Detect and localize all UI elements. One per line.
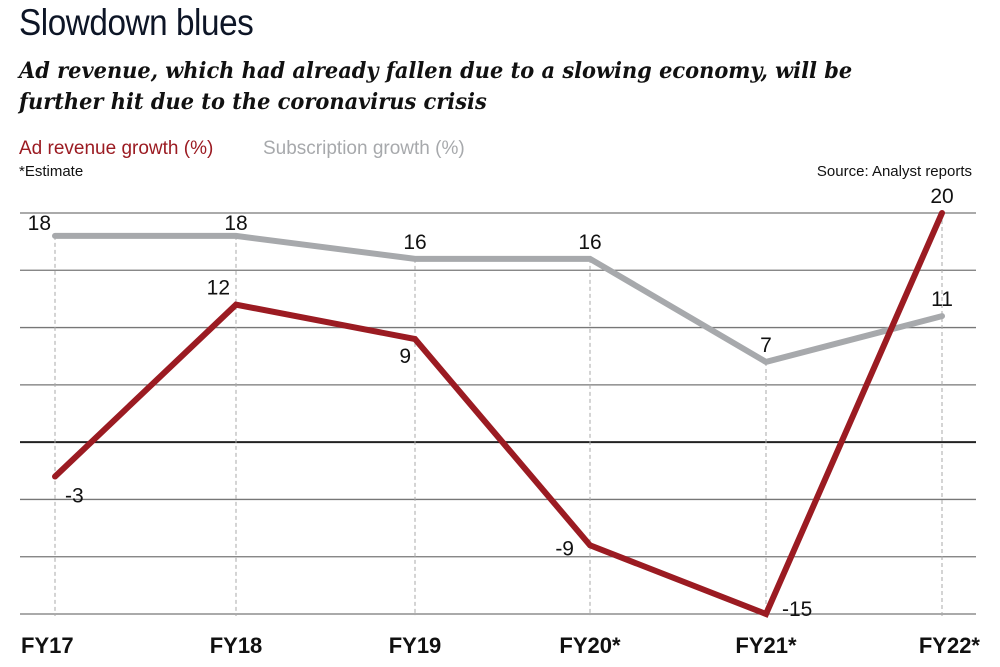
x-tick-label: FY22*: [919, 633, 981, 658]
chart-title: Slowdown blues: [19, 2, 254, 43]
ad-revenue-label: 12: [207, 277, 230, 300]
category-guides: [54, 213, 943, 616]
subscription-label: 16: [578, 231, 601, 254]
x-tick-label: FY17: [21, 633, 74, 658]
ad-revenue-label: -15: [782, 598, 812, 621]
subscription-label: 16: [403, 231, 426, 254]
x-tick-label: FY19: [389, 633, 442, 658]
subscription-label: 7: [760, 334, 772, 357]
subscription-label: 11: [931, 288, 953, 311]
ad-revenue-label: 9: [399, 345, 411, 368]
series-line-ad-revenue: [52, 210, 945, 618]
legend-ad-revenue: Ad revenue growth (%): [19, 138, 214, 159]
ad-revenue-label: -3: [65, 485, 84, 508]
gridlines: [20, 212, 976, 615]
x-tick-label: FY18: [210, 633, 263, 658]
x-axis-ticks: FY17 FY18 FY19 FY20* FY21* FY22*: [21, 633, 980, 658]
x-tick-label: FY21*: [735, 633, 797, 658]
data-labels: -3 12 9 -9 -15 20 18 18 16 16 7 11: [28, 185, 954, 621]
series-line-subscription: [52, 232, 945, 366]
x-tick-label: FY20*: [559, 633, 621, 658]
series-lines: [52, 210, 945, 618]
subscription-label: 18: [28, 212, 51, 235]
source-note: Source: Analyst reports: [816, 163, 972, 180]
subscription-label: 18: [224, 212, 247, 235]
ad-revenue-label: -9: [555, 537, 574, 560]
ad-revenue-label: 20: [930, 185, 953, 208]
chart-subtitle: Ad revenue, which had already fallen due…: [19, 58, 853, 115]
legend-subscription: Subscription growth (%): [263, 138, 465, 159]
estimate-note: *Estimate: [19, 163, 84, 180]
